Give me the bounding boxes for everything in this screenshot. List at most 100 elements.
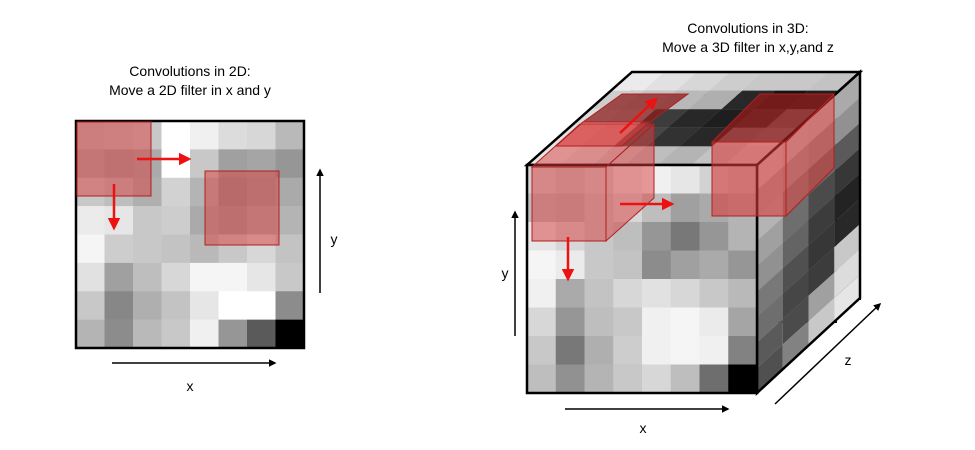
front-cell <box>527 250 557 280</box>
top-cell <box>676 72 731 91</box>
top-cell <box>658 146 713 165</box>
front-cell <box>642 336 672 365</box>
grid-cell <box>104 319 134 349</box>
side-cell <box>808 221 835 271</box>
side-cell <box>808 297 835 347</box>
front-cell <box>527 336 557 365</box>
grid-cell <box>275 121 305 150</box>
front-cell <box>670 165 700 194</box>
front-cell <box>613 279 643 308</box>
grid-cell <box>161 149 191 179</box>
right-title-line1: Convolutions in 3D: <box>687 20 808 36</box>
top-cell <box>643 72 698 91</box>
front-cell <box>670 364 700 394</box>
front-cell <box>527 307 557 337</box>
grid-cell <box>247 291 276 320</box>
front-cell <box>699 364 729 394</box>
grid-cell <box>161 121 191 150</box>
image-grid-2d-border <box>74 119 306 350</box>
front-cell <box>555 250 585 280</box>
grid-cell <box>218 262 248 292</box>
front-cell <box>527 279 557 308</box>
front-cell <box>527 364 557 394</box>
grid-cell <box>161 262 191 292</box>
grid-cell <box>133 319 162 349</box>
grid-cell <box>190 291 219 320</box>
front-cell <box>728 279 758 308</box>
top-cell <box>679 127 734 147</box>
side-cell <box>782 321 809 370</box>
left-title-line1: Convolutions in 2D: <box>129 63 250 79</box>
grid-cell <box>76 262 105 292</box>
x-axis-label-3d: x <box>640 420 647 436</box>
front-cell <box>555 364 585 394</box>
grid-cell <box>76 319 105 349</box>
top-cell <box>742 72 797 91</box>
front-cell <box>728 250 758 280</box>
front-cell <box>670 222 700 251</box>
front-cell <box>584 364 614 394</box>
grid-cell <box>161 319 191 349</box>
side-cell <box>834 224 860 273</box>
front-cell <box>584 279 614 308</box>
side-cell <box>757 268 783 317</box>
front-cell <box>642 279 672 308</box>
grid-cell <box>161 177 191 207</box>
side-cell <box>808 247 835 296</box>
side-cell <box>834 148 860 197</box>
grid-cell <box>247 319 276 349</box>
side-cell <box>757 344 783 393</box>
grid-cell <box>275 177 305 207</box>
grid-cell <box>161 291 191 320</box>
side-cell <box>782 245 809 294</box>
side-cell <box>808 272 835 322</box>
front-cell <box>728 336 758 365</box>
grid-cell <box>104 291 134 320</box>
top-cell <box>667 109 722 128</box>
side-cell <box>808 196 835 246</box>
front-cell <box>613 336 643 365</box>
front-cell <box>728 364 758 394</box>
grid-cell <box>133 206 162 235</box>
grid-cell <box>218 121 248 150</box>
side-cell <box>834 122 860 172</box>
grid-cell <box>218 291 248 320</box>
x-axis-label-2d: x <box>187 378 194 394</box>
grid-cell <box>275 319 305 349</box>
grid-cell <box>133 291 162 320</box>
front-cell <box>555 336 585 365</box>
side-cell <box>782 194 809 244</box>
front-cell <box>699 250 729 280</box>
grid-cell <box>218 319 248 349</box>
side-cell <box>834 274 860 324</box>
grid-cell <box>190 262 219 292</box>
front-cell <box>555 307 585 337</box>
grid-cell <box>190 121 219 150</box>
side-cell <box>757 293 783 343</box>
filter-2d-moved <box>204 170 280 246</box>
grid-cell <box>104 234 134 264</box>
side-cell <box>757 319 783 368</box>
top-cell <box>775 72 830 91</box>
grid-cell <box>76 291 105 320</box>
front-cell <box>642 250 672 280</box>
front-cell <box>670 250 700 280</box>
front-cell <box>670 336 700 365</box>
front-cell <box>584 336 614 365</box>
front-cell <box>555 279 585 308</box>
front-cell <box>699 222 729 251</box>
side-cell <box>834 97 860 146</box>
front-cell <box>613 364 643 394</box>
front-cell <box>670 193 700 223</box>
front-cell <box>613 307 643 337</box>
top-cell <box>646 127 701 147</box>
grid-cell <box>161 234 191 264</box>
front-cell <box>699 336 729 365</box>
front-cell <box>728 307 758 337</box>
right-panel-3d: Convolutions in 3D: Move a 3D filter in … <box>502 20 882 436</box>
image-grid-2d <box>76 121 305 349</box>
front-cell <box>613 250 643 280</box>
z-axis-arrow-3d <box>774 302 882 405</box>
front-cell <box>670 279 700 308</box>
grid-cell <box>275 149 305 179</box>
